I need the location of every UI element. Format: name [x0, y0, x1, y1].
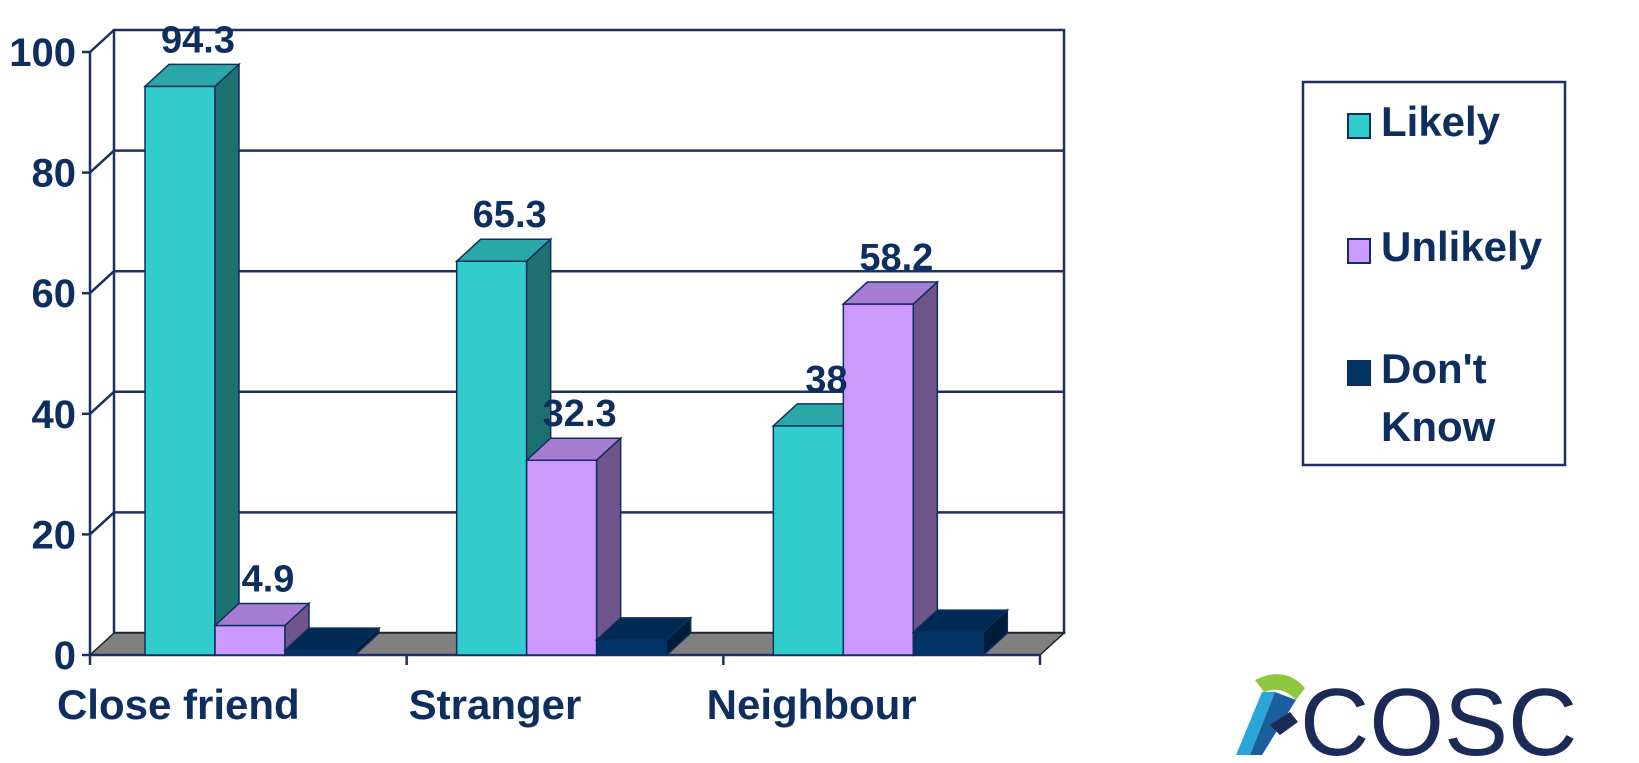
bar-front	[214, 624, 286, 656]
y-tick-label: 40	[32, 393, 77, 437]
data-label: 32.3	[543, 393, 617, 435]
logo-wordmark: COSC	[1300, 669, 1577, 763]
bar-front	[842, 303, 915, 656]
y-tick-label: 20	[32, 513, 77, 557]
bar-front	[912, 631, 985, 656]
legend-swatch	[1347, 360, 1371, 386]
bar-front	[455, 260, 528, 656]
x-tick-label: Neighbour	[707, 681, 917, 728]
data-label: 65.3	[473, 194, 547, 236]
bar	[143, 62, 241, 657]
legend-label: Unlikely	[1381, 223, 1543, 270]
y-tick-label: 60	[32, 272, 77, 316]
side-wall-edge	[89, 29, 115, 53]
bar-side	[354, 626, 380, 657]
bar	[283, 626, 381, 657]
legend-swatch	[1347, 113, 1371, 139]
bar-front	[144, 85, 216, 656]
bar	[594, 616, 693, 657]
legend-label: Don't Know	[1381, 345, 1496, 450]
bar	[911, 608, 1010, 657]
bar	[524, 436, 623, 657]
x-tick-label: Stranger	[409, 681, 582, 728]
legend-box	[1301, 80, 1567, 467]
y-tick-label: 100	[9, 31, 76, 75]
gridline-side	[89, 270, 115, 295]
y-tick-label: 0	[54, 634, 76, 678]
bar-front	[595, 639, 668, 656]
bar	[841, 280, 940, 657]
x-tick-label: Close friend	[57, 681, 300, 728]
gridline-side	[89, 511, 115, 536]
cosc-logo: COSC	[1236, 669, 1577, 763]
bars	[143, 62, 1010, 657]
gridline-side	[89, 390, 115, 415]
data-label: 94.3	[161, 19, 235, 61]
bar	[213, 601, 311, 657]
legend: Likely Unlikely Don't Know	[1301, 80, 1567, 467]
data-label: 58.2	[859, 237, 933, 279]
legend-label: Likely	[1381, 98, 1501, 145]
axes: 0 20 40 60 80 100 Close friend Stranger Neighbou…	[9, 31, 1042, 728]
bar-front	[772, 425, 845, 656]
bar-side	[912, 280, 939, 657]
harp-icon	[1236, 674, 1305, 755]
legend-swatch	[1347, 238, 1371, 264]
data-label: 4.9	[242, 558, 295, 600]
y-tick-label: 80	[32, 152, 77, 196]
data-label: 38	[805, 359, 847, 401]
bar-side	[982, 608, 1009, 657]
gridline-side	[89, 149, 115, 174]
data-labels: 94.3 4.9 65.3 32.3 38 58.2	[161, 19, 933, 600]
bar-side	[665, 616, 692, 657]
bar-side	[214, 62, 240, 657]
bar-front	[525, 459, 598, 656]
